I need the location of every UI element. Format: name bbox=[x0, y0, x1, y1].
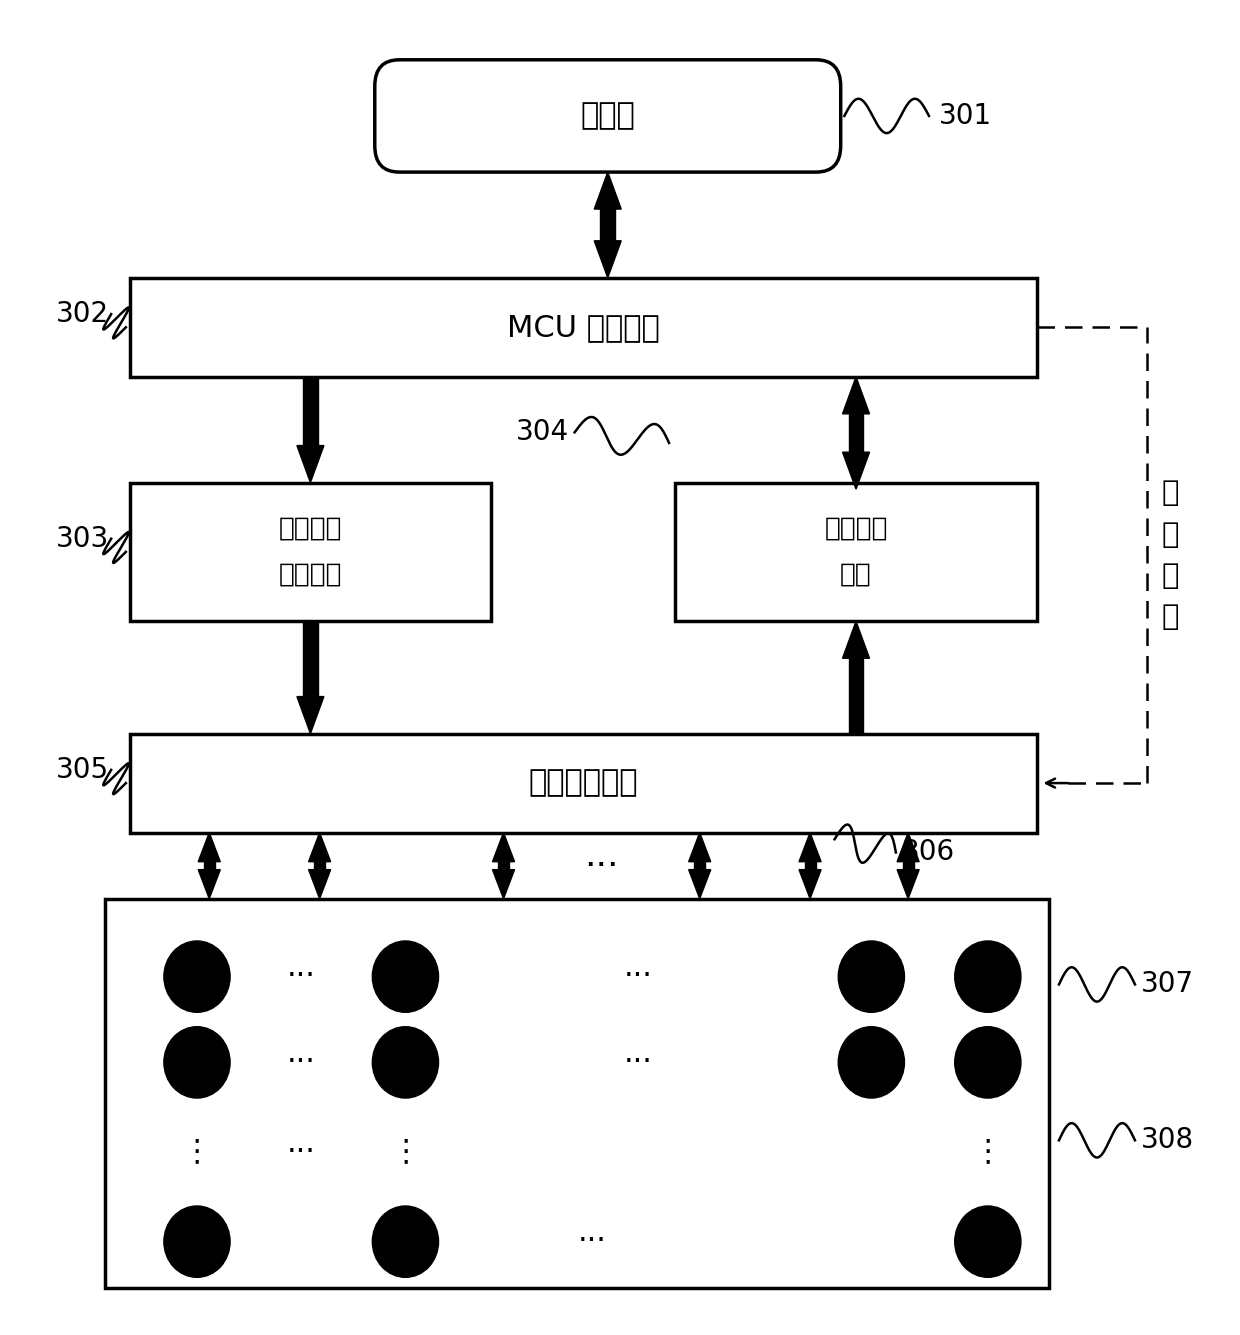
Bar bbox=[848, 658, 863, 733]
Circle shape bbox=[955, 1027, 1021, 1099]
Polygon shape bbox=[688, 869, 711, 898]
FancyBboxPatch shape bbox=[129, 482, 491, 621]
Text: 电极选通模块: 电极选通模块 bbox=[528, 769, 637, 797]
FancyBboxPatch shape bbox=[129, 278, 1037, 376]
Text: MCU 控制单元: MCU 控制单元 bbox=[507, 312, 660, 342]
FancyBboxPatch shape bbox=[105, 898, 1049, 1288]
Bar bbox=[600, 210, 615, 240]
Polygon shape bbox=[897, 869, 919, 898]
Text: ⋮: ⋮ bbox=[182, 1137, 212, 1167]
Text: 信号处理
模块: 信号处理 模块 bbox=[825, 515, 888, 587]
FancyBboxPatch shape bbox=[374, 60, 841, 172]
Circle shape bbox=[838, 1027, 904, 1099]
Text: ⋮: ⋮ bbox=[972, 1137, 1003, 1167]
Polygon shape bbox=[198, 869, 221, 898]
Text: ···: ··· bbox=[584, 849, 619, 882]
Text: 302: 302 bbox=[56, 300, 109, 328]
Text: 控
制
信
号: 控 制 信 号 bbox=[1162, 479, 1179, 631]
Polygon shape bbox=[799, 833, 821, 861]
Circle shape bbox=[372, 1206, 439, 1278]
Bar bbox=[498, 861, 510, 869]
Text: ···: ··· bbox=[286, 1137, 316, 1167]
Text: ···: ··· bbox=[286, 1048, 316, 1077]
Text: ⋮: ⋮ bbox=[391, 1137, 420, 1167]
Text: 电压控制
电流源模: 电压控制 电流源模 bbox=[279, 515, 342, 587]
Text: ···: ··· bbox=[578, 1227, 606, 1256]
Polygon shape bbox=[799, 869, 821, 898]
Bar bbox=[303, 621, 317, 697]
Circle shape bbox=[164, 941, 231, 1012]
Polygon shape bbox=[492, 869, 515, 898]
Polygon shape bbox=[594, 240, 621, 278]
Circle shape bbox=[372, 941, 439, 1012]
Circle shape bbox=[838, 941, 904, 1012]
Circle shape bbox=[955, 941, 1021, 1012]
Polygon shape bbox=[688, 833, 711, 861]
Polygon shape bbox=[198, 833, 221, 861]
Polygon shape bbox=[842, 621, 869, 658]
Polygon shape bbox=[309, 869, 331, 898]
Text: 303: 303 bbox=[56, 525, 109, 553]
Polygon shape bbox=[296, 446, 324, 482]
Text: 305: 305 bbox=[56, 756, 109, 784]
Polygon shape bbox=[309, 833, 331, 861]
Bar bbox=[203, 861, 215, 869]
Polygon shape bbox=[897, 833, 919, 861]
Polygon shape bbox=[594, 172, 621, 210]
Circle shape bbox=[164, 1206, 231, 1278]
Text: 308: 308 bbox=[1141, 1127, 1194, 1155]
Text: 306: 306 bbox=[901, 838, 955, 866]
Polygon shape bbox=[842, 376, 869, 414]
Text: 上位机: 上位机 bbox=[580, 101, 635, 131]
Bar bbox=[303, 376, 317, 446]
FancyBboxPatch shape bbox=[675, 482, 1037, 621]
Text: ···: ··· bbox=[286, 963, 316, 991]
Text: 307: 307 bbox=[1141, 971, 1194, 999]
Circle shape bbox=[164, 1027, 231, 1099]
Text: 301: 301 bbox=[939, 101, 992, 129]
Circle shape bbox=[955, 1206, 1021, 1278]
Polygon shape bbox=[842, 453, 869, 489]
Polygon shape bbox=[492, 833, 515, 861]
FancyBboxPatch shape bbox=[129, 733, 1037, 833]
Polygon shape bbox=[296, 697, 324, 733]
Text: ···: ··· bbox=[624, 1048, 652, 1077]
Bar bbox=[694, 861, 706, 869]
Circle shape bbox=[372, 1027, 439, 1099]
Bar bbox=[903, 861, 914, 869]
Bar bbox=[848, 414, 863, 453]
Text: ···: ··· bbox=[624, 963, 652, 991]
Bar bbox=[805, 861, 816, 869]
Text: 304: 304 bbox=[516, 418, 569, 446]
Bar bbox=[314, 861, 325, 869]
